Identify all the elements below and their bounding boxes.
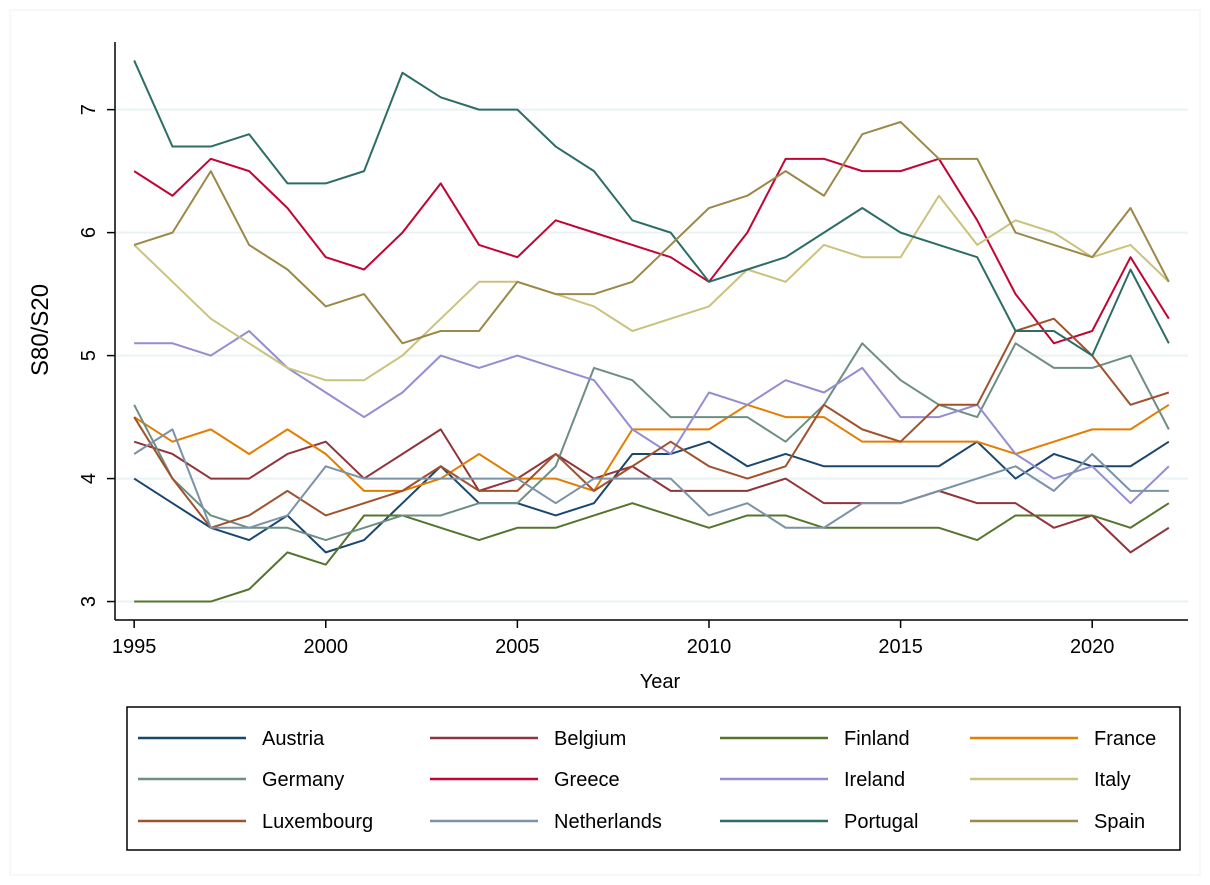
series-line: [134, 502, 1170, 603]
series-line: [133, 120, 1170, 345]
series-line: [133, 342, 1170, 542]
legend-label: Ireland: [844, 769, 905, 791]
x-tick-label: 2020: [1070, 636, 1115, 658]
frame: [9, 9, 1201, 876]
series-line: [133, 60, 1170, 357]
y-tick-label: 4: [78, 473, 100, 484]
y-tick-label: 7: [78, 104, 100, 115]
x-tick-label: 2010: [687, 636, 732, 658]
x-tick-label: 2015: [878, 636, 923, 658]
legend-label: Italy: [1094, 769, 1131, 791]
x-axis-label: Year: [640, 671, 681, 693]
series-line: [133, 317, 1170, 529]
series-line: [133, 403, 1170, 492]
legend-label: Greece: [554, 769, 620, 791]
legend-label: Belgium: [554, 728, 626, 750]
legend-label: Luxembourg: [262, 811, 373, 833]
y-tick-label: 5: [78, 350, 100, 361]
y-tick-label: 3: [78, 596, 100, 607]
series-line: [133, 194, 1170, 382]
x-tick-label: 2000: [304, 636, 349, 658]
legend-label: Portugal: [844, 811, 919, 833]
series-line: [133, 157, 1170, 345]
y-tick-label: 6: [78, 227, 100, 238]
legend-label: Germany: [262, 769, 344, 791]
series-line: [134, 330, 1170, 505]
x-tick-label: 2005: [495, 636, 540, 658]
y-axis-label: S80/S20: [27, 284, 54, 376]
x-tick-label: 1995: [112, 636, 157, 658]
legend-label: France: [1094, 728, 1156, 750]
legend-label: Netherlands: [554, 811, 662, 833]
series-line: [133, 428, 1169, 529]
legend-label: Finland: [844, 728, 910, 750]
legend-label: Spain: [1094, 811, 1145, 833]
legend-label: Austria: [262, 728, 325, 750]
